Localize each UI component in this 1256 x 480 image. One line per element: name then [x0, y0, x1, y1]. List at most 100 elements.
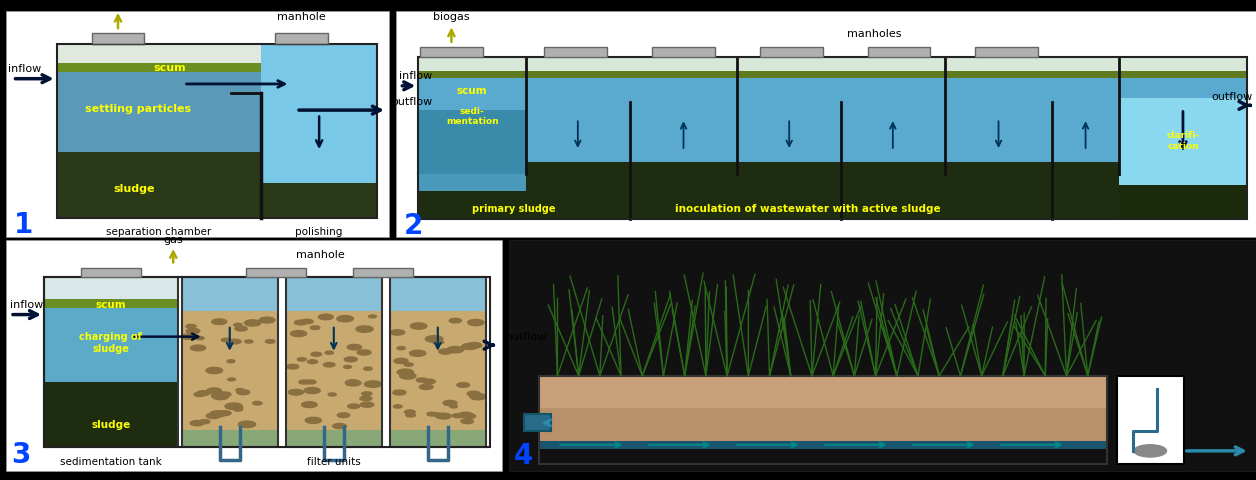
Text: scum: scum: [95, 299, 126, 309]
Bar: [418, 58, 1247, 220]
Circle shape: [409, 350, 426, 357]
Circle shape: [348, 404, 359, 408]
Circle shape: [344, 366, 352, 369]
Text: outflow: outflow: [392, 96, 433, 107]
Text: settling particles: settling particles: [85, 104, 192, 114]
Bar: [539, 449, 1107, 464]
Circle shape: [344, 357, 357, 362]
Text: sludge: sludge: [92, 420, 131, 430]
Bar: [509, 240, 1256, 470]
Circle shape: [186, 329, 200, 334]
Text: manholes: manholes: [847, 29, 902, 39]
Circle shape: [467, 320, 484, 326]
Bar: [44, 277, 490, 447]
Circle shape: [318, 314, 333, 320]
Bar: [246, 268, 306, 277]
Bar: [539, 376, 1107, 408]
Bar: [286, 430, 382, 447]
Circle shape: [212, 319, 227, 325]
Bar: [44, 277, 178, 447]
Circle shape: [235, 327, 247, 331]
Bar: [539, 441, 1107, 449]
Circle shape: [462, 344, 477, 350]
Text: gas: gas: [163, 234, 183, 244]
Circle shape: [197, 391, 210, 396]
Text: sludge: sludge: [113, 184, 156, 194]
Bar: [286, 312, 382, 430]
Text: scum: scum: [457, 86, 487, 96]
Text: 4: 4: [514, 442, 534, 469]
Circle shape: [432, 413, 442, 417]
Bar: [868, 48, 931, 58]
Bar: [275, 35, 328, 45]
Bar: [1119, 186, 1247, 220]
Circle shape: [301, 320, 313, 324]
Circle shape: [191, 345, 206, 351]
Circle shape: [452, 414, 463, 418]
Text: inflow: inflow: [10, 300, 43, 310]
Circle shape: [404, 410, 416, 414]
Bar: [57, 72, 261, 153]
Circle shape: [206, 368, 222, 374]
Circle shape: [195, 393, 206, 396]
Text: inflow: inflow: [8, 64, 40, 74]
Bar: [44, 277, 178, 300]
Circle shape: [368, 315, 377, 318]
Text: polishing: polishing: [295, 227, 343, 237]
Circle shape: [259, 317, 275, 324]
Text: scum: scum: [153, 63, 186, 73]
Circle shape: [427, 412, 437, 416]
Circle shape: [181, 334, 196, 340]
Bar: [544, 48, 607, 58]
Circle shape: [432, 340, 443, 345]
Text: charging of
sludge: charging of sludge: [79, 331, 142, 353]
Circle shape: [245, 340, 252, 343]
Bar: [389, 430, 486, 447]
Circle shape: [265, 340, 275, 344]
Circle shape: [311, 352, 322, 357]
Circle shape: [237, 390, 250, 395]
Bar: [418, 174, 526, 192]
Circle shape: [308, 360, 318, 364]
Bar: [389, 312, 486, 430]
Circle shape: [399, 373, 416, 379]
Bar: [182, 277, 278, 447]
Circle shape: [360, 396, 372, 401]
Bar: [418, 58, 1247, 72]
Circle shape: [310, 326, 320, 330]
Bar: [418, 163, 1247, 220]
Circle shape: [364, 381, 382, 387]
Bar: [353, 268, 413, 277]
Circle shape: [397, 369, 413, 375]
Circle shape: [305, 418, 322, 423]
Bar: [261, 45, 377, 184]
Bar: [44, 383, 178, 447]
Circle shape: [467, 343, 482, 348]
Bar: [396, 12, 1256, 238]
Circle shape: [236, 389, 244, 392]
Bar: [389, 277, 486, 447]
Circle shape: [417, 378, 427, 382]
Text: manhole: manhole: [278, 12, 327, 22]
Circle shape: [301, 402, 317, 408]
Text: filter units: filter units: [306, 456, 360, 466]
Circle shape: [470, 394, 486, 400]
Circle shape: [304, 388, 320, 394]
Bar: [420, 48, 482, 58]
Circle shape: [298, 358, 306, 361]
Circle shape: [235, 407, 242, 409]
Circle shape: [406, 413, 416, 417]
Bar: [6, 12, 389, 238]
Bar: [80, 268, 141, 277]
Text: separation chamber: separation chamber: [107, 227, 211, 237]
Text: sedimentation tank: sedimentation tank: [60, 456, 162, 466]
Circle shape: [325, 351, 333, 355]
Circle shape: [211, 394, 225, 398]
Circle shape: [196, 337, 203, 340]
Circle shape: [360, 402, 374, 408]
Circle shape: [229, 339, 241, 344]
Circle shape: [438, 349, 452, 354]
Circle shape: [357, 350, 371, 355]
Bar: [182, 312, 278, 430]
Circle shape: [225, 403, 242, 409]
